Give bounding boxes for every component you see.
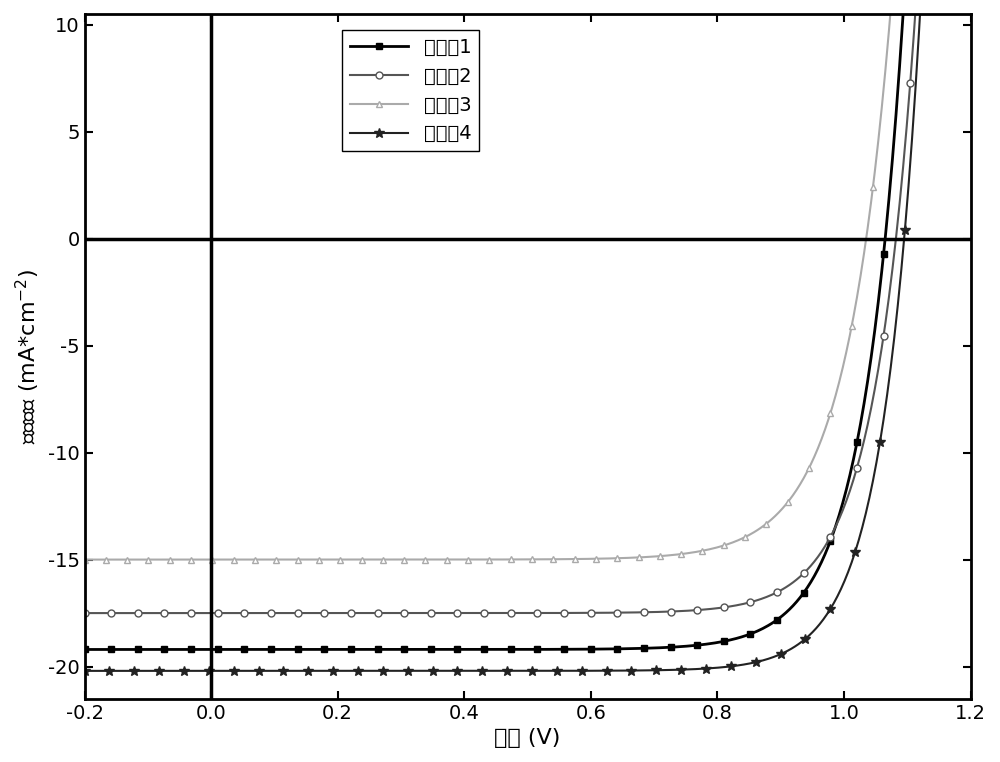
Line: 实施例4: 实施例4 (80, 0, 975, 676)
实施例3 (499, 555, 511, 564)
实施例4 (606, 666, 618, 675)
实施例2 (805, 562, 817, 571)
实施例2 (505, 609, 517, 618)
实施例1 (558, 645, 570, 654)
实施例2 (79, 609, 91, 618)
实施例4 (505, 666, 517, 675)
Line: 实施例3: 实施例3 (81, 0, 974, 563)
实施例1 (505, 645, 517, 654)
实施例1 (79, 645, 91, 654)
Line: 实施例2: 实施例2 (81, 0, 974, 616)
实施例1 (499, 645, 511, 654)
实施例3 (606, 554, 618, 563)
实施例3 (505, 555, 517, 564)
实施例3 (558, 555, 570, 564)
实施例4 (558, 666, 570, 675)
Y-axis label: 电流密度 (mA*cm$^{-2}$): 电流密度 (mA*cm$^{-2}$) (14, 269, 42, 444)
实施例4 (805, 629, 817, 639)
实施例1 (606, 645, 618, 654)
实施例2 (499, 609, 511, 618)
Line: 实施例1: 实施例1 (81, 0, 974, 653)
X-axis label: 电压 (V): 电压 (V) (494, 728, 561, 748)
实施例4 (499, 666, 511, 675)
实施例3 (79, 555, 91, 564)
实施例4 (79, 666, 91, 675)
实施例2 (606, 608, 618, 617)
实施例2 (558, 608, 570, 617)
实施例3 (805, 459, 817, 469)
实施例1 (805, 578, 817, 587)
Legend: 实施例1, 实施例2, 实施例3, 实施例4: 实施例1, 实施例2, 实施例3, 实施例4 (342, 30, 479, 151)
